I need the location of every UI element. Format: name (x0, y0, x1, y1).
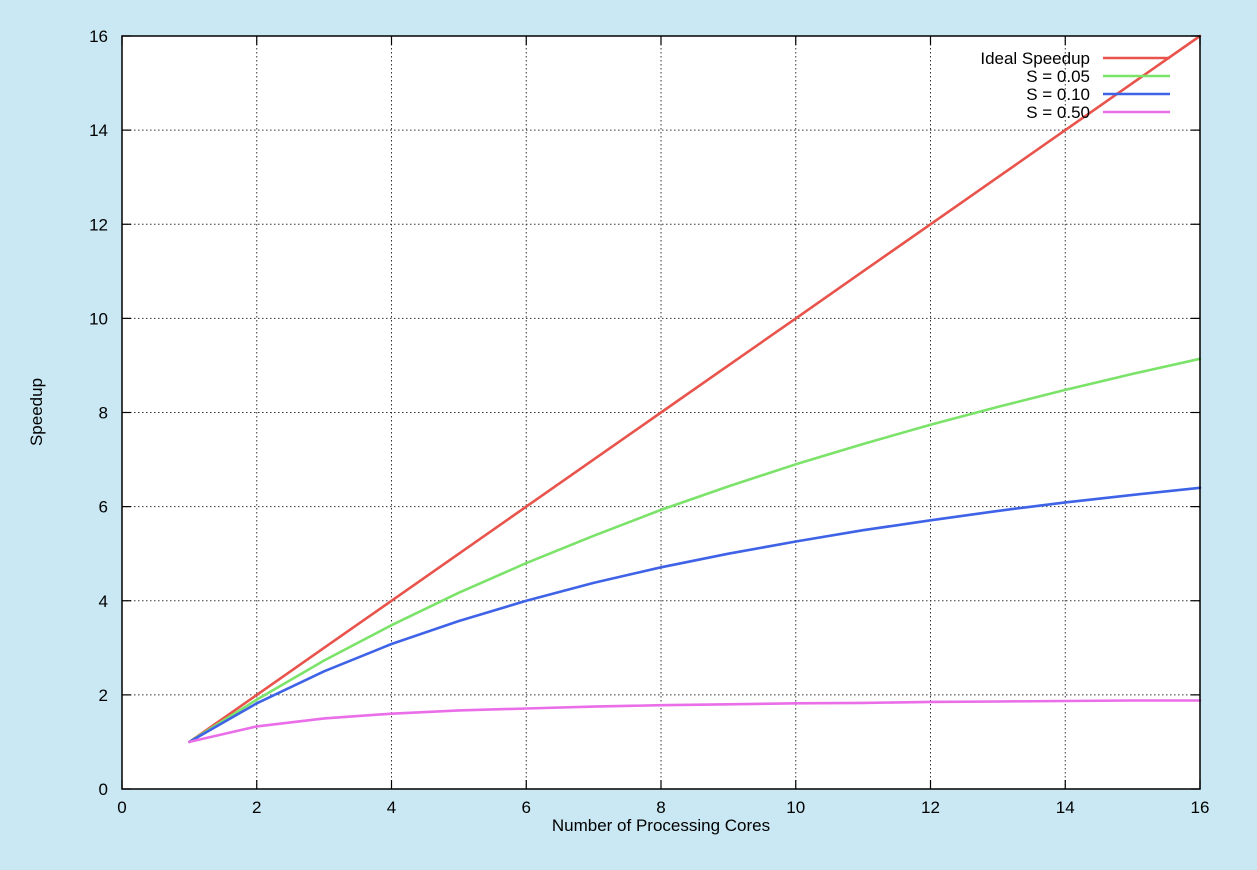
x-tick-label: 12 (921, 798, 940, 817)
series-line-1 (188, 34, 1202, 744)
y-tick-label: 6 (99, 498, 108, 517)
legend-label: Ideal Speedup (980, 49, 1090, 68)
series-line-4 (188, 699, 1202, 744)
legend-label: S = 0.05 (1026, 67, 1090, 86)
legend-label: S = 0.10 (1026, 85, 1090, 104)
x-axis-title: Number of Processing Cores (552, 816, 770, 835)
y-axis-title: Speedup (27, 378, 46, 446)
y-tick-label: 4 (99, 592, 108, 611)
y-tick-label: 0 (99, 780, 108, 799)
x-tick-label: 0 (117, 798, 126, 817)
y-tick-label: 12 (89, 215, 108, 234)
y-tick-label: 14 (89, 121, 108, 140)
x-tick-label: 6 (522, 798, 531, 817)
ticks: 0 2 4 6 8 10 12 14 16 0 2 4 6 8 10 12 14 16 (89, 27, 1209, 817)
series-line-3 (188, 486, 1202, 744)
series-lines (188, 34, 1202, 744)
x-tick-label: 8 (656, 798, 665, 817)
x-tick-label: 16 (1191, 798, 1210, 817)
y-tick-label: 10 (89, 309, 108, 328)
y-tick-label: 2 (99, 686, 108, 705)
series-line-2 (188, 357, 1202, 744)
x-tick-label: 14 (1056, 798, 1075, 817)
y-tick-label: 8 (99, 404, 108, 423)
legend-label: S = 0.50 (1026, 103, 1090, 122)
x-tick-label: 4 (387, 798, 396, 817)
y-tick-label: 16 (89, 27, 108, 46)
x-tick-label: 2 (252, 798, 261, 817)
x-tick-label: 10 (786, 798, 805, 817)
